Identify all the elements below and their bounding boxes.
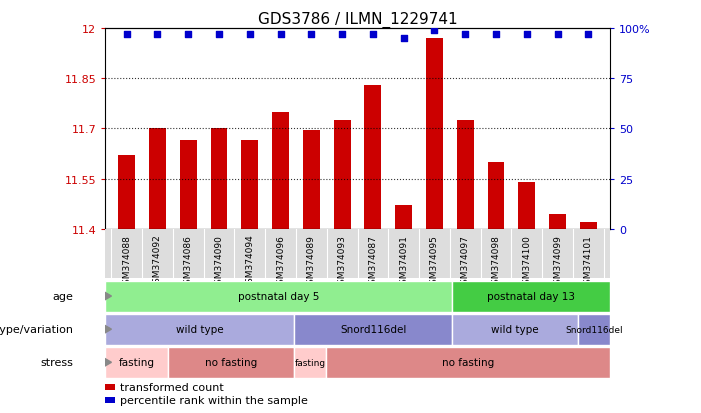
Bar [272, 112, 289, 229]
Point [583, 32, 594, 38]
Bar [105, 347, 168, 378]
Point [398, 36, 409, 42]
FancyArrow shape [75, 324, 111, 335]
Text: postnatal day 13: postnatal day 13 [487, 291, 575, 301]
Bar [105, 229, 610, 279]
Text: wild type: wild type [491, 324, 539, 335]
Bar [452, 281, 610, 312]
FancyArrow shape [75, 291, 111, 302]
Text: GSM374097: GSM374097 [461, 234, 470, 289]
Bar [426, 39, 443, 229]
Bar [105, 314, 294, 345]
Bar [105, 397, 115, 404]
Text: GSM374101: GSM374101 [584, 234, 593, 289]
Text: age: age [53, 291, 74, 301]
Text: GSM374093: GSM374093 [338, 234, 346, 289]
Bar [326, 347, 610, 378]
Text: GSM374090: GSM374090 [215, 234, 224, 289]
Bar [578, 314, 610, 345]
Bar [518, 183, 536, 229]
Point [121, 32, 132, 38]
Point [275, 32, 286, 38]
Bar [580, 223, 597, 229]
Bar [452, 314, 578, 345]
Text: GSM374088: GSM374088 [122, 234, 131, 289]
Bar [395, 206, 412, 229]
Text: GSM374098: GSM374098 [491, 234, 501, 289]
FancyArrow shape [75, 357, 111, 368]
Text: stress: stress [41, 357, 74, 368]
Bar [168, 347, 294, 378]
Bar [118, 156, 135, 229]
Bar [294, 347, 326, 378]
Title: GDS3786 / ILMN_1229741: GDS3786 / ILMN_1229741 [258, 12, 457, 28]
Bar [105, 384, 115, 390]
Text: GSM374100: GSM374100 [522, 234, 531, 289]
Text: fasting: fasting [118, 357, 155, 368]
Bar [241, 141, 258, 229]
Bar [149, 129, 166, 229]
Text: GSM374094: GSM374094 [245, 234, 254, 289]
Bar [210, 129, 228, 229]
Point [183, 32, 194, 38]
Point [367, 32, 379, 38]
Point [429, 28, 440, 34]
Point [552, 32, 563, 38]
Text: postnatal day 5: postnatal day 5 [238, 291, 320, 301]
Point [491, 32, 502, 38]
Text: GSM374089: GSM374089 [307, 234, 316, 289]
Bar [105, 281, 452, 312]
Bar [334, 121, 350, 229]
Bar [294, 314, 452, 345]
Bar [487, 162, 505, 229]
Text: percentile rank within the sample: percentile rank within the sample [121, 395, 308, 405]
Text: GSM374087: GSM374087 [369, 234, 377, 289]
Bar [303, 131, 320, 229]
Text: wild type: wild type [176, 324, 224, 335]
Point [306, 32, 317, 38]
Text: genotype/variation: genotype/variation [0, 324, 74, 335]
Bar [549, 214, 566, 229]
Text: no fasting: no fasting [442, 357, 494, 368]
Point [244, 32, 255, 38]
Point [521, 32, 532, 38]
Bar [457, 121, 474, 229]
Point [152, 32, 163, 38]
Text: GSM374092: GSM374092 [153, 234, 162, 289]
Text: GSM374091: GSM374091 [399, 234, 408, 289]
Bar [179, 141, 197, 229]
Text: no fasting: no fasting [205, 357, 257, 368]
Text: GSM374096: GSM374096 [276, 234, 285, 289]
Bar [365, 85, 381, 229]
Text: transformed count: transformed count [121, 382, 224, 392]
Text: GSM374086: GSM374086 [184, 234, 193, 289]
Text: GSM374095: GSM374095 [430, 234, 439, 289]
Point [336, 32, 348, 38]
Text: Snord116del: Snord116del [340, 324, 407, 335]
Text: Snord116del: Snord116del [565, 325, 623, 334]
Text: GSM374099: GSM374099 [553, 234, 562, 289]
Text: fasting: fasting [294, 358, 326, 367]
Point [460, 32, 471, 38]
Point [213, 32, 224, 38]
